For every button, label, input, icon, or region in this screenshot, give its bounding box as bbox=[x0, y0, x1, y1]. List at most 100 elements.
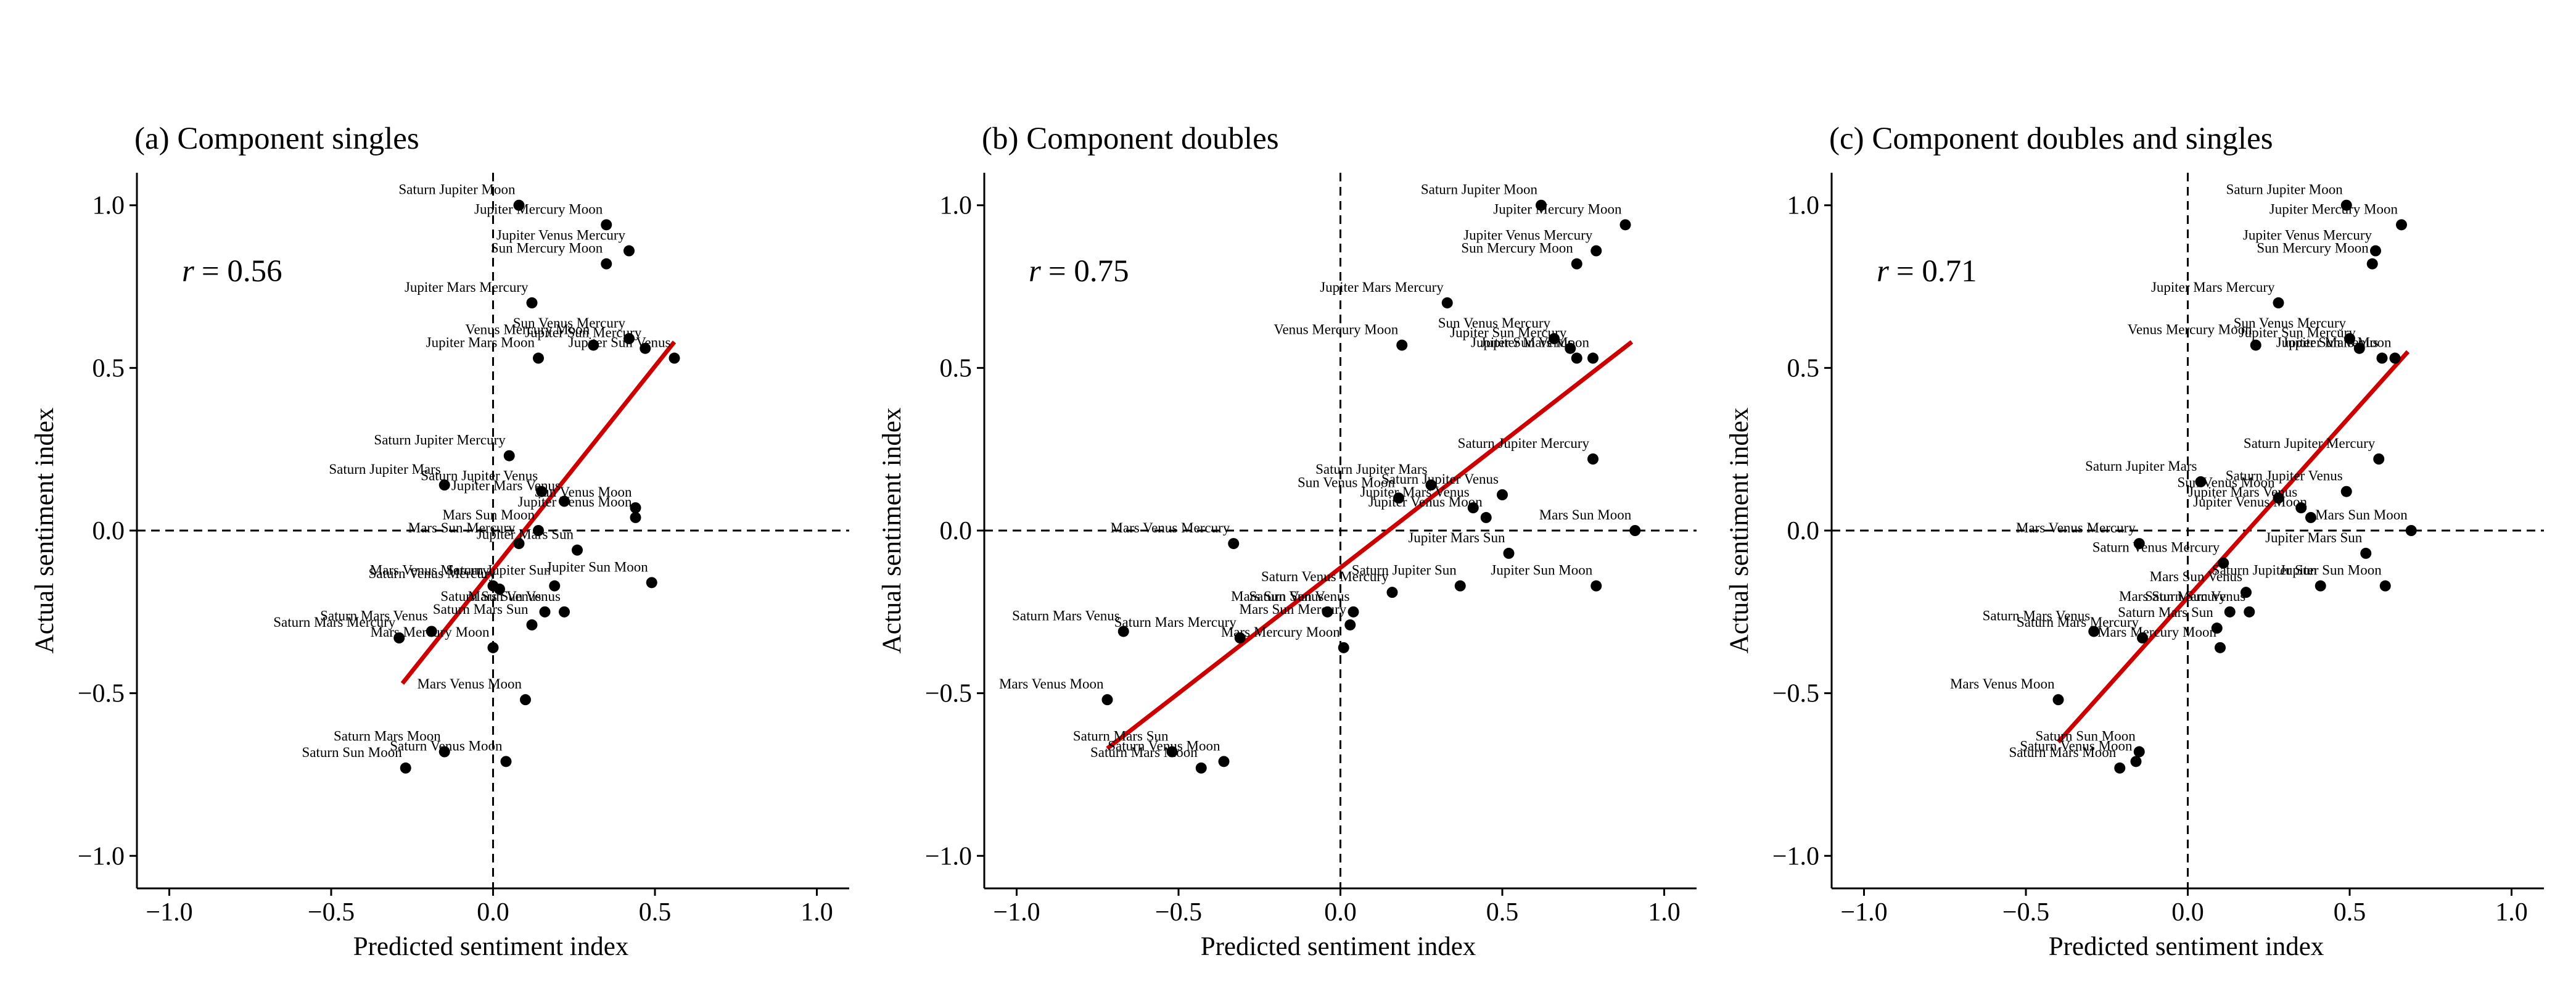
panel-c-point-label: Venus Mercury Moon bbox=[2128, 321, 2252, 337]
panel-c-point-label: Saturn Sun Moon bbox=[2035, 729, 2136, 744]
panel-b-y-tick-label: −0.5 bbox=[925, 680, 972, 708]
panel-b-point-label: Jupiter Venus Moon bbox=[1368, 494, 1483, 510]
panel-a-point-label: Saturn Jupiter Mercury bbox=[374, 432, 506, 448]
panel-c-point-label: Saturn Venus Moon bbox=[2020, 738, 2133, 753]
panel-a-data-point bbox=[426, 626, 437, 637]
panel-c-r-label: r = 0.71 bbox=[1877, 254, 1977, 289]
panel-b-point-label: Saturn Jupiter Mars bbox=[1315, 461, 1427, 477]
panel-a-data-point bbox=[623, 245, 635, 257]
panel-c-data-point bbox=[2305, 511, 2316, 523]
panel-b-data-point bbox=[1425, 479, 1437, 491]
panel-a-point-label: Jupiter Mars Mercury bbox=[405, 279, 529, 295]
panel-b-data-point bbox=[1234, 632, 1246, 643]
panel-a-point-label: Mars Venus Moon bbox=[417, 676, 522, 692]
panel-c-data-point bbox=[2218, 557, 2229, 569]
panel-c-point-label: Jupiter Sun Venus bbox=[2276, 335, 2379, 350]
panel-a-point-label: Venus Mercury Moon bbox=[465, 321, 590, 337]
panel-b-r-label: r = 0.75 bbox=[1029, 254, 1129, 289]
panel-c-point-label: Saturn Jupiter Moon bbox=[2226, 182, 2344, 197]
panel-c-data-point bbox=[2244, 606, 2255, 618]
panel-b-data-point bbox=[1480, 511, 1492, 523]
panel-c-point-label: Jupiter Mars Moon bbox=[2282, 335, 2392, 350]
panel-a-point-label: Jupiter Sun Moon bbox=[546, 559, 648, 574]
panel-a-r-label: r = 0.56 bbox=[182, 254, 282, 289]
panel-b-data-point bbox=[1497, 489, 1508, 500]
panel-c-regression-line bbox=[2056, 350, 2410, 744]
panel-b-point-label: Jupiter Mars Moon bbox=[1481, 335, 1590, 350]
panel-a-data-point bbox=[503, 450, 515, 461]
panel-a-point-label: Saturn Jupiter Venus bbox=[421, 468, 538, 484]
panel-a-point-label: Sun Venus Mercury bbox=[513, 315, 626, 331]
panel-a: (a) Component singles r = 0.56 Predicted … bbox=[30, 122, 849, 961]
panel-a-data-point bbox=[536, 486, 548, 497]
panel-c-point-label: Saturn Sun Venus bbox=[2145, 589, 2245, 604]
panel-c-data-point bbox=[2273, 297, 2284, 308]
panel-b-point-label: Mars Sun Mercury bbox=[1240, 602, 1347, 617]
panel-a-data-point bbox=[438, 746, 450, 758]
panel-b-data-point bbox=[1565, 342, 1576, 354]
panel-a-data-point bbox=[494, 583, 505, 595]
panel-a-data-point bbox=[630, 502, 641, 514]
panel-c-data-point bbox=[2273, 492, 2284, 504]
panel-b-plot-area: −1.0 −1.0 −0.5 −0.5 0.0 0.0 0.5 0.5 1.0 1.0 Saturn… bbox=[925, 173, 1697, 927]
panel-b-point-label: Jupiter Mars Mercury bbox=[1320, 279, 1444, 295]
panel-c-data-point bbox=[2052, 694, 2064, 706]
panel-a-point-label: Jupiter Mars Venus bbox=[451, 478, 561, 494]
panel-b-point-label: Sun Venus Moon bbox=[1298, 474, 1396, 490]
panel-b-x-tick-label: 0.5 bbox=[1486, 898, 1519, 927]
panel-b-data-point bbox=[1503, 547, 1515, 559]
panel-a-data-point bbox=[533, 352, 544, 364]
panel-a-point-label: Jupiter Mars Sun bbox=[477, 527, 574, 542]
panel-b-x-tick-label: −0.5 bbox=[1155, 898, 1202, 927]
panel-a-point-label: Jupiter Sun Venus bbox=[569, 335, 671, 350]
panel-b-data-point bbox=[1396, 339, 1408, 351]
panel-b-data-point bbox=[1101, 694, 1113, 706]
panel-b-r-var: r bbox=[1029, 254, 1041, 289]
panel-b-x-tick-label: −1.0 bbox=[993, 898, 1040, 927]
panel-c-data-point bbox=[2215, 642, 2226, 653]
panel-b-r-value: = 0.75 bbox=[1048, 254, 1129, 289]
panel-a-data-point bbox=[588, 339, 599, 351]
panel-c-point-label: Mars Sun Venus bbox=[2150, 569, 2242, 584]
panel-b-point-label: Saturn Jupiter Sun bbox=[1352, 563, 1457, 578]
panel-b-point-label: Saturn Jupiter Mercury bbox=[1458, 436, 1590, 451]
panel-a-data-point bbox=[572, 544, 583, 556]
panel-c-point-label: Saturn Jupiter Mars bbox=[2085, 458, 2197, 474]
panel-c-data-point bbox=[2353, 342, 2365, 354]
panel-c-point-label: Mars Sun Mercury bbox=[2119, 589, 2226, 604]
panel-b-x-tick-label: 0.0 bbox=[1324, 898, 1357, 927]
panel-a-data-point bbox=[400, 762, 411, 774]
panel-a-point-label: Saturn Mars Mercury bbox=[273, 614, 396, 630]
panel-a-point-label: Saturn Jupiter Mars bbox=[329, 461, 440, 477]
panel-b-x-axis-title: Predicted sentiment index bbox=[1201, 932, 1476, 961]
panel-c-point-label: Mars Venus Moon bbox=[1950, 676, 2055, 692]
panel-b-point-label: Saturn Mars Venus bbox=[1012, 608, 1120, 623]
panel-c-data-point bbox=[2379, 580, 2391, 592]
panel-b-data-point bbox=[1571, 352, 1582, 364]
panel-b-data-point bbox=[1454, 580, 1466, 592]
panel-b-x-tick-label: 1.0 bbox=[1648, 898, 1681, 927]
panel-c-point-label: Jupiter Venus Moon bbox=[2193, 494, 2307, 510]
panel-b-data-point bbox=[1590, 580, 1602, 592]
panel-b-point-label: Jupiter Sun Mercury bbox=[1450, 325, 1567, 341]
panel-b-data-point bbox=[1166, 746, 1178, 758]
panel-b-point-label: Saturn Sun Venus bbox=[1249, 589, 1349, 604]
panel-c-data-point bbox=[2370, 245, 2381, 257]
panel-a-data-point bbox=[438, 479, 450, 491]
panel-a-y-axis-title: Actual sentiment index bbox=[30, 408, 59, 654]
panel-c-y-axis-title: Actual sentiment index bbox=[1725, 408, 1754, 654]
panel-b-y-tick-label: 1.0 bbox=[940, 192, 973, 220]
panel-c-data-point bbox=[2340, 486, 2352, 497]
panel-c-point-label: Jupiter Sun Mercury bbox=[2239, 325, 2356, 341]
panel-b-data-point bbox=[1441, 297, 1453, 308]
panel-b-data-point bbox=[1549, 333, 1560, 344]
panel-a-x-tick-label: 1.0 bbox=[800, 898, 833, 927]
panel-c-x-tick-label: 0.0 bbox=[2171, 898, 2204, 927]
panel-c-point-label: Saturn Venus Mercury bbox=[2092, 540, 2220, 555]
panel-c-data-point bbox=[2241, 587, 2252, 598]
panel-b-point-label: Saturn Mars Mercury bbox=[1114, 614, 1237, 630]
panel-c-plot-area: −1.0 −1.0 −0.5 −0.5 0.0 0.0 0.5 0.5 1.0 1.0 Saturn… bbox=[1772, 173, 2544, 927]
panel-c-point-label: Saturn Jupiter Venus bbox=[2226, 468, 2343, 484]
panel-b-y-tick-label: 0.5 bbox=[940, 354, 973, 382]
panel-c-title: (c) Component doubles and singles bbox=[1829, 122, 2273, 156]
